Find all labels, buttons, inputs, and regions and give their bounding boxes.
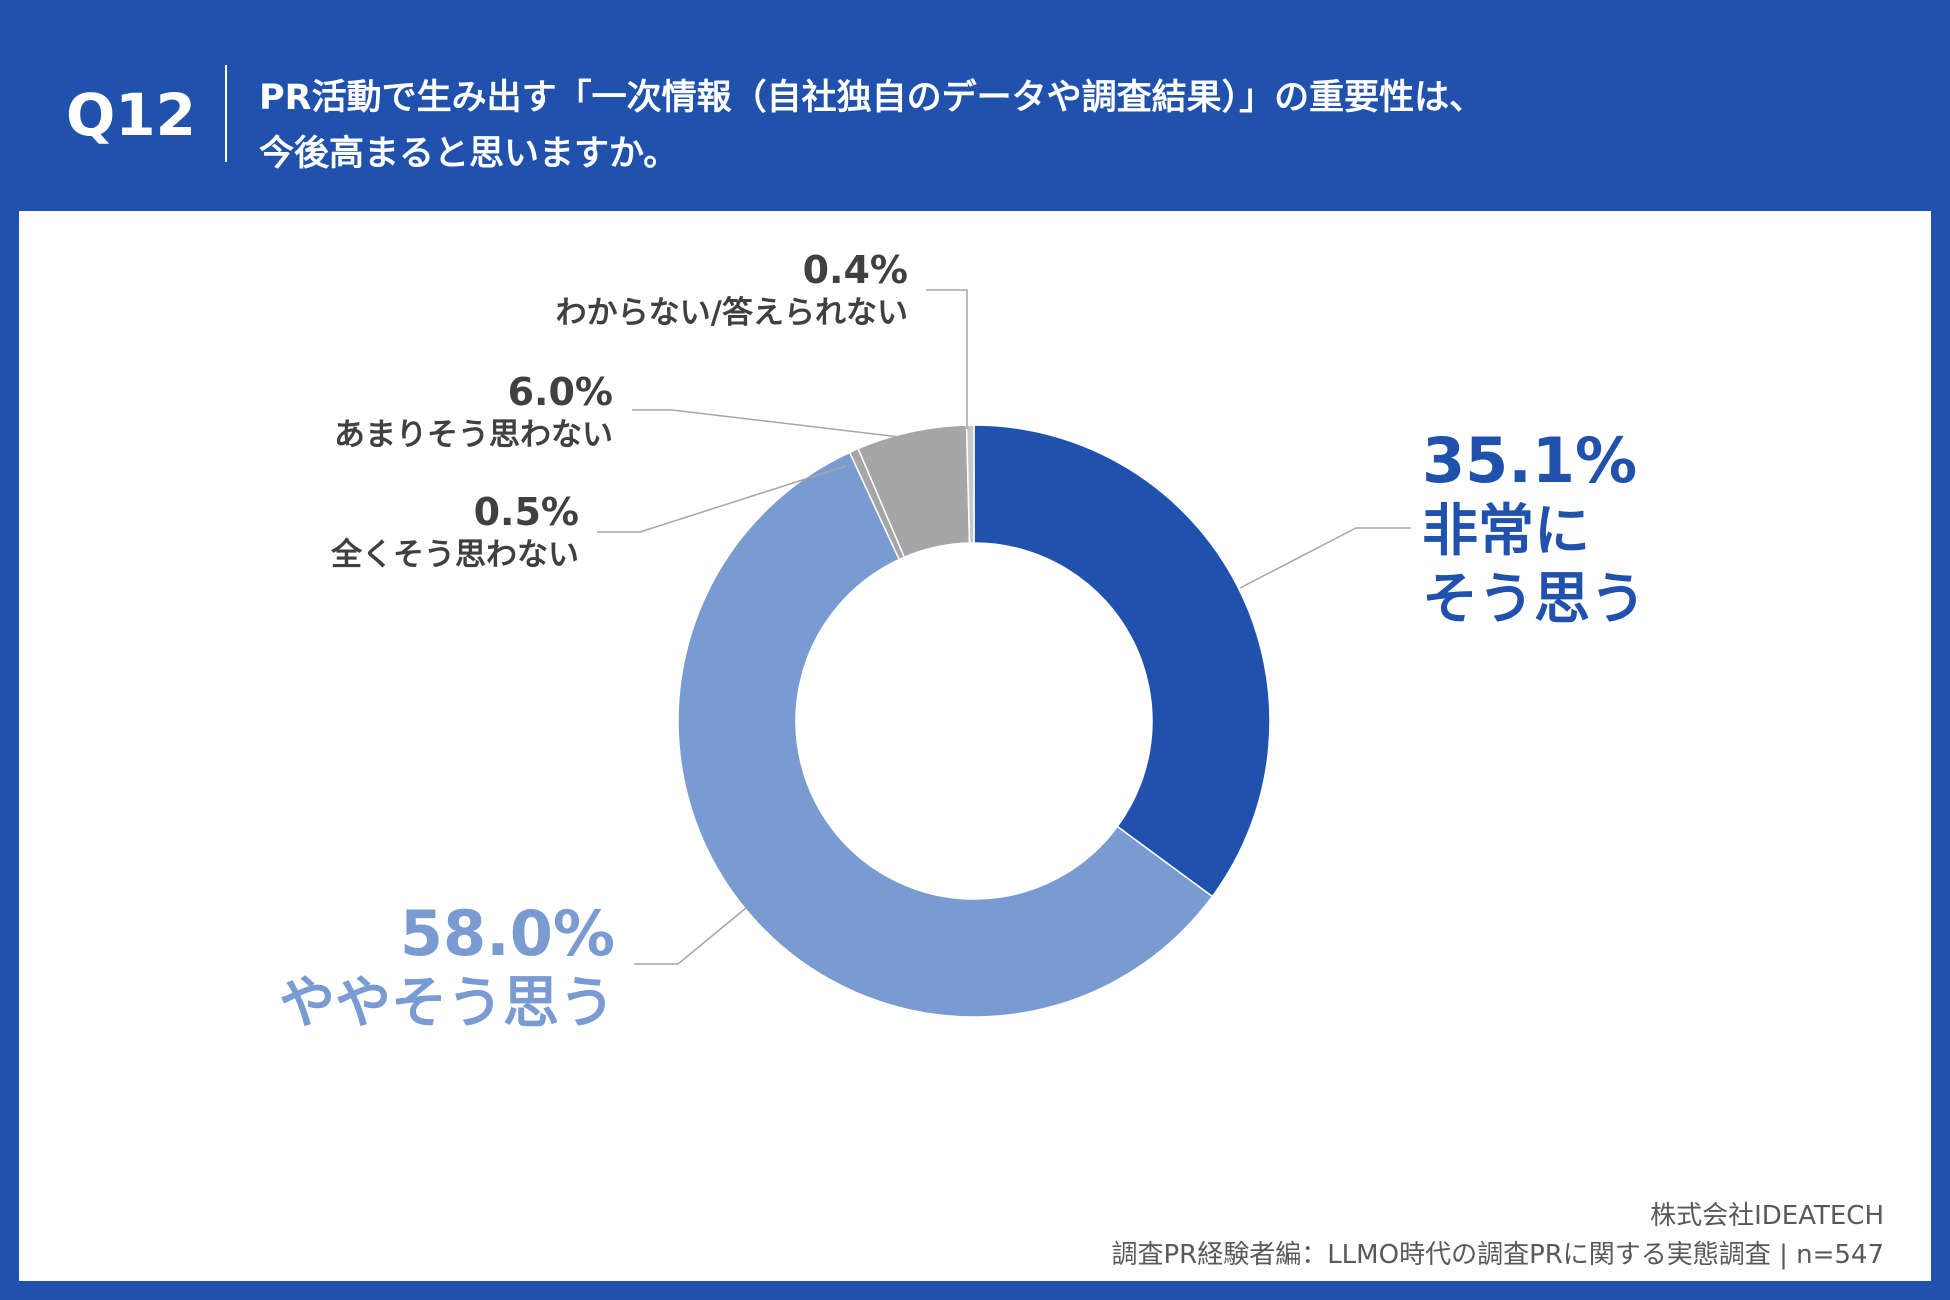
title-line-2: 今後高まると思いますか。 bbox=[259, 134, 679, 174]
header-divider bbox=[225, 65, 227, 162]
footer-company: 株式会社IDEATECH bbox=[1650, 1201, 1884, 1231]
leader-line-dont-know bbox=[926, 289, 968, 429]
leader-line-somewhat bbox=[634, 907, 747, 965]
header: Q12 PR活動で生み出す「一次情報（自社独自のデータや調査結果）」の重要性は、… bbox=[0, 0, 1950, 211]
footer-survey: 調査PR経験者編：LLMO時代の調査PRに関する実態調査 | n=547 bbox=[1111, 1240, 1884, 1270]
chart-panel bbox=[19, 211, 1931, 1281]
question-number: Q12 bbox=[66, 81, 197, 149]
category-label-very-much-2: そう思う bbox=[1422, 567, 1646, 632]
value-label-very-much: 35.1% bbox=[1422, 424, 1637, 497]
slice-somewhat bbox=[677, 451, 1214, 1018]
value-label-not-at-all: 0.5% bbox=[474, 490, 579, 534]
slice-dont-know bbox=[965, 424, 975, 544]
category-label-not-at-all: 全くそう思わない bbox=[330, 537, 579, 573]
leader-line-not-at-all bbox=[597, 465, 847, 533]
value-label-dont-know: 0.4% bbox=[803, 248, 908, 292]
title-line-1: PR活動で生み出す「一次情報（自社独自のデータや調査結果）」の重要性は、 bbox=[259, 78, 1485, 118]
leader-line-very-much bbox=[1239, 527, 1411, 589]
category-label-very-much-1: 非常に bbox=[1422, 499, 1590, 564]
value-label-somewhat: 58.0% bbox=[400, 897, 615, 970]
slice-very-much bbox=[973, 424, 1271, 898]
category-label-somewhat: ややそう思う bbox=[279, 971, 615, 1036]
leader-line-not-much bbox=[632, 409, 909, 439]
value-label-not-much: 6.0% bbox=[508, 370, 613, 414]
category-label-dont-know: わからない/答えられない bbox=[556, 295, 908, 331]
question-title: PR活動で生み出す「一次情報（自社独自のデータや調査結果）」の重要性は、 今後高… bbox=[259, 70, 1484, 182]
category-label-not-much: あまりそう思わない bbox=[334, 417, 613, 453]
